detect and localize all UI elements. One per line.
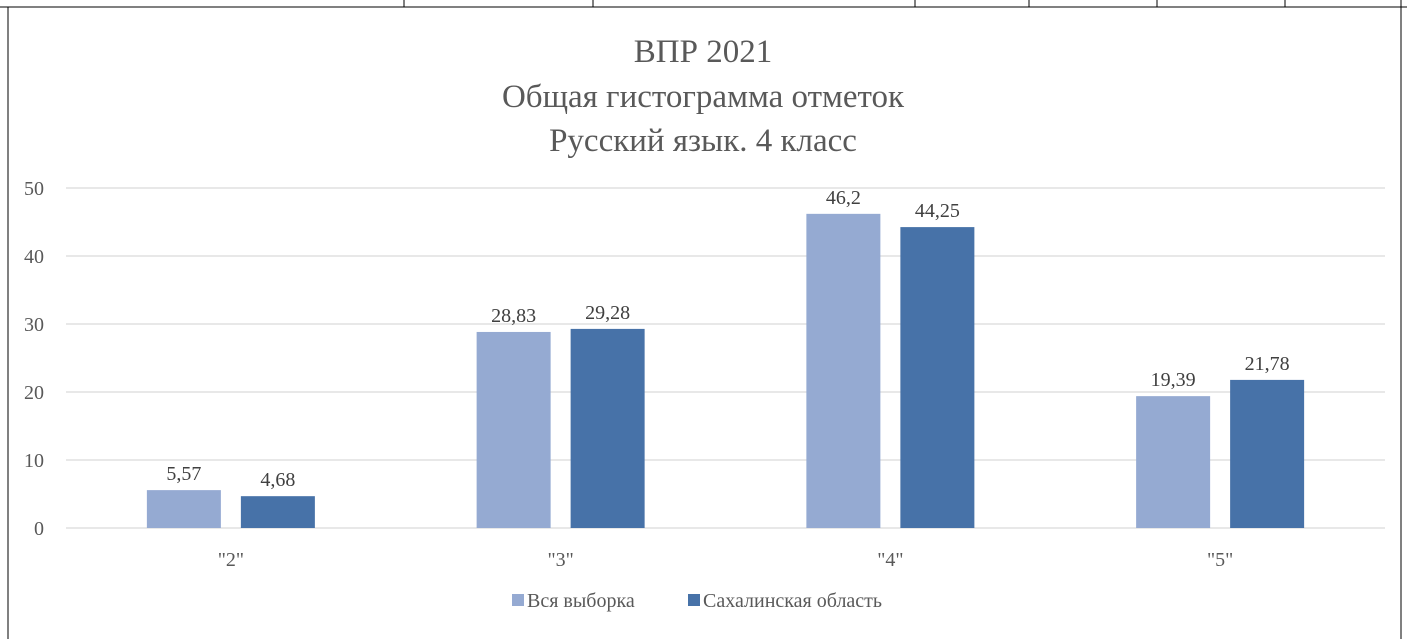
y-tick-label: 20 [24,382,44,404]
bar-all-sample-2 [146,490,221,528]
data-label: 19,39 [1151,369,1196,391]
data-label: 4,68 [260,469,295,491]
legend-swatch [688,594,700,606]
legend-swatch [512,594,524,606]
bar-sakhalin-4 [900,227,975,528]
x-tick-label: "4" [877,549,903,571]
bar-all-sample-4 [806,213,881,528]
y-axis: 0 10 20 30 40 50 [24,178,44,540]
x-tick-label: "5" [1207,549,1233,571]
x-tick-label: "2" [218,549,244,571]
y-tick-label: 50 [24,178,44,200]
bar-all-sample-3 [476,331,551,528]
data-label: 46,2 [826,187,861,209]
bar-sakhalin-3 [570,328,645,528]
x-axis: "2" "3" "4" "5" [218,549,1234,571]
data-labels: 5,57 4,68 28,83 29,28 46,2 44,25 19,39 21,78 [166,187,1289,491]
chart-title-line-1: ВПР 2021 [634,34,772,70]
data-label: 28,83 [491,305,536,327]
data-label: 29,28 [585,302,630,324]
chart-title-line-2: Общая гистограмма отметок [502,79,905,115]
legend-label: Вся выборка [527,590,635,612]
y-tick-label: 10 [24,450,44,472]
data-label: 44,25 [915,200,960,222]
data-label: 5,57 [166,463,201,485]
bars [146,213,1305,528]
bar-sakhalin-2 [240,496,315,528]
legend-label: Сахалинская область [703,590,882,612]
y-tick-label: 40 [24,246,44,268]
legend: Вся выборка Сахалинская область [512,590,882,612]
bar-all-sample-5 [1136,396,1211,528]
data-label: 21,78 [1245,353,1290,375]
y-tick-label: 0 [34,518,44,540]
chart-title-line-3: Русский язык. 4 класс [549,123,857,159]
y-tick-label: 30 [24,314,44,336]
bar-sakhalin-5 [1230,379,1305,528]
chart-title: ВПР 2021 Общая гистограмма отметок Русск… [502,34,905,159]
x-tick-label: "3" [547,549,573,571]
